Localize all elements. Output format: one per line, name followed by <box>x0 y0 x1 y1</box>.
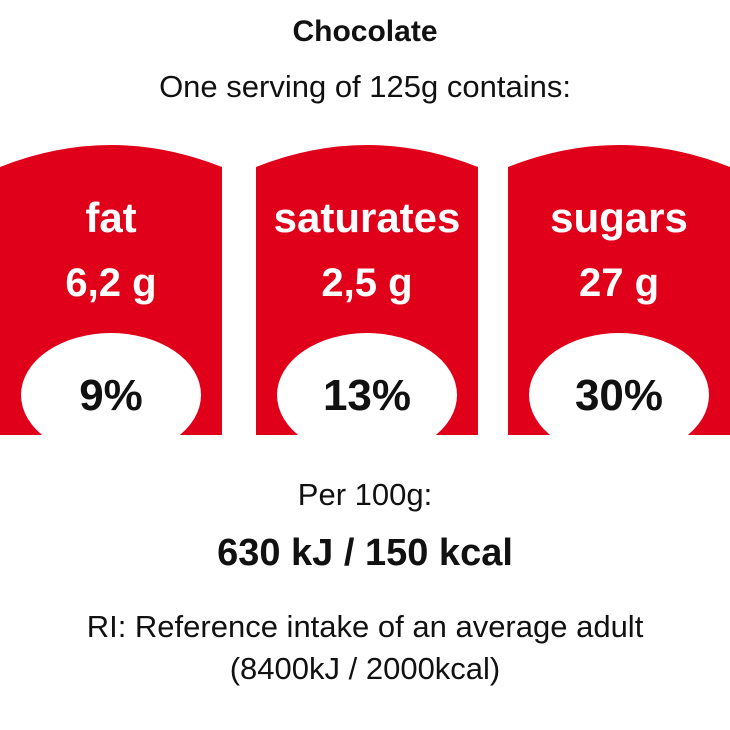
nutrient-label: sugars <box>550 194 688 241</box>
nutrient-amount: 2,5 g <box>321 261 413 305</box>
nutrient-badge-sugars: sugars 27 g 30% <box>508 145 730 445</box>
nutrient-badge-fat: fat 6,2 g 9% <box>0 145 222 445</box>
reference-intake-detail: (8400kJ / 2000kcal) <box>229 651 501 686</box>
nutrient-amount: 27 g <box>578 261 660 305</box>
nutrient-percent: 13% <box>322 371 412 420</box>
nutrient-label: saturates <box>273 194 461 241</box>
percent-circle <box>21 333 201 445</box>
nutrient-percent: 9% <box>79 371 143 420</box>
badge-shape <box>508 145 730 445</box>
product-title: Chocolate <box>292 15 438 48</box>
percent-circle <box>529 333 709 445</box>
nutrient-label: fat <box>85 194 137 241</box>
nutrient-badge-saturates: saturates 2,5 g 13% <box>256 145 478 445</box>
nutrient-percent: 30% <box>574 371 664 420</box>
percent-circle <box>277 333 457 445</box>
serving-size-text: One serving of 125g contains: <box>159 69 571 104</box>
per-100g-label: Per 100g: <box>297 477 433 512</box>
reference-intake-text: RI: Reference intake of an average adult <box>86 609 644 644</box>
nutrient-amount: 6,2 g <box>65 261 157 305</box>
energy-value: 630 kJ / 150 kcal <box>217 532 513 574</box>
badge-shape <box>256 145 478 445</box>
badge-shape <box>0 145 222 445</box>
